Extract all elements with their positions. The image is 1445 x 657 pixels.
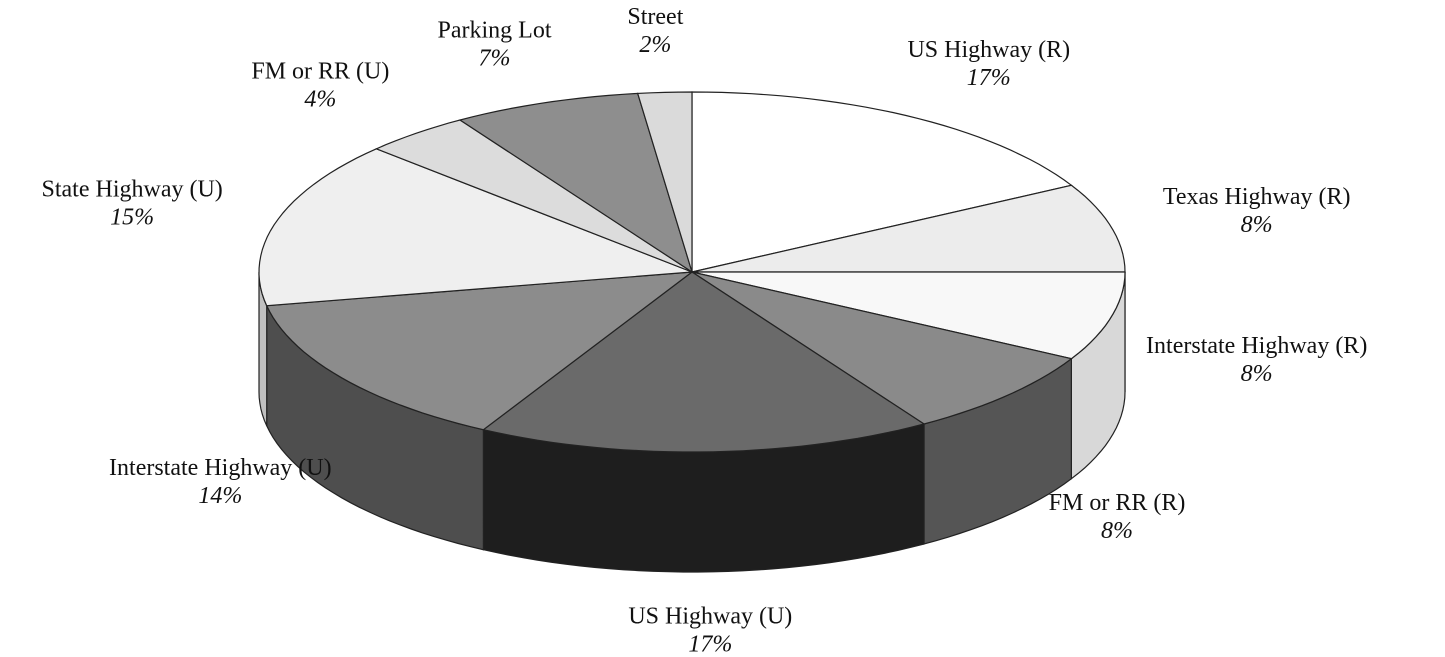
slice-value-label: 17%	[967, 65, 1011, 91]
slice-label: Interstate Highway (R)	[1146, 333, 1367, 359]
slice-value-label: 8%	[1241, 212, 1273, 238]
slice-label: State Highway (U)	[42, 177, 223, 203]
slice-label: FM or RR (R)	[1049, 490, 1186, 516]
slice-value-label: 15%	[110, 205, 154, 231]
slice	[481, 271, 926, 453]
slice-value-label: 4%	[304, 87, 336, 113]
slice-label: Interstate Highway (U)	[109, 455, 332, 481]
slice-label: US Highway (R)	[907, 37, 1070, 63]
slice-value-label: 8%	[1101, 518, 1133, 544]
slice-label: Parking Lot	[438, 18, 552, 44]
slice-value-label: 14%	[198, 483, 242, 509]
slice	[374, 119, 693, 273]
slice	[265, 271, 695, 431]
slice	[691, 271, 1126, 360]
slice-value-label: 8%	[1241, 361, 1273, 387]
slice	[636, 91, 693, 273]
slice	[458, 92, 694, 274]
slice-label: Street	[627, 4, 683, 30]
slice	[691, 184, 1126, 273]
slice-label: Texas Highway (R)	[1163, 184, 1351, 210]
slice	[258, 148, 693, 307]
slice-value-label: 17%	[688, 631, 732, 657]
slice-label: US Highway (U)	[628, 603, 792, 629]
slice	[691, 271, 1073, 425]
slice-label: FM or RR (U)	[251, 59, 389, 85]
slice-value-label: 7%	[479, 46, 511, 72]
slice	[691, 91, 1073, 273]
slice-value-label: 2%	[639, 32, 671, 58]
